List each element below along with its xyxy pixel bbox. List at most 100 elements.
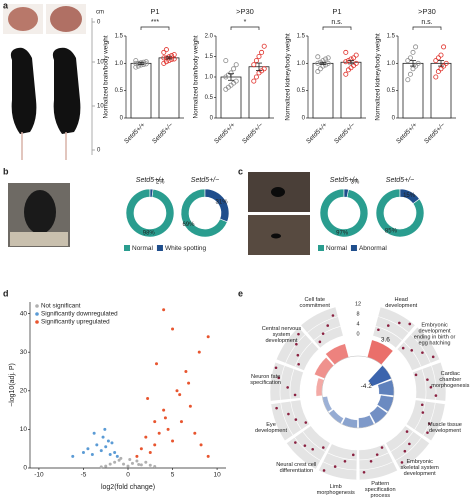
sector-background: [406, 400, 446, 441]
grid-arc: [269, 362, 276, 401]
data-point: [153, 464, 157, 468]
data-point: [113, 451, 117, 455]
gene-point: [322, 446, 325, 449]
data-point: [184, 369, 188, 373]
data-point: [126, 464, 130, 468]
y-tick-label: 30: [20, 349, 28, 356]
mouse: [10, 47, 37, 134]
grid-arc: [285, 334, 306, 364]
y-tick-label: 1.0: [115, 61, 124, 67]
category-label: Eye development: [255, 421, 288, 434]
significance-bracket: [322, 26, 352, 30]
legend-label: White spotting: [165, 245, 207, 252]
data-point: [148, 451, 152, 455]
zscore-bar: [367, 339, 394, 365]
gene-point: [380, 446, 384, 449]
data-point: [433, 58, 439, 64]
grid-arc: [417, 327, 440, 360]
data-point: [231, 66, 237, 72]
data-point: [178, 393, 182, 397]
data-point: [323, 56, 329, 62]
panel-label: a: [3, 0, 9, 10]
donut-segment: [399, 188, 420, 205]
legend-marker: [35, 320, 39, 324]
gene-point: [311, 447, 315, 451]
donut-segment: [319, 188, 369, 238]
grid-arc: [375, 326, 403, 341]
grid-arc: [320, 335, 344, 349]
y-axis-label: Normalized kidney/body weight: [285, 33, 292, 120]
zscore-bar: [315, 377, 325, 397]
gene-point: [434, 394, 438, 397]
category-label: Embryonic skeletal system development: [400, 458, 439, 477]
panel-label: e: [238, 288, 243, 298]
data-point: [90, 452, 94, 456]
grid-arc: [310, 425, 331, 444]
gene-point: [275, 406, 278, 410]
legend-label: Normal: [132, 245, 154, 252]
significance-label: n.s.: [421, 19, 432, 26]
data-point: [161, 60, 167, 66]
sector-background: [412, 362, 447, 401]
data-point: [81, 451, 85, 455]
sector-background: [385, 425, 430, 470]
data-point: [166, 427, 170, 431]
category-label: Muscle tissue development: [428, 421, 462, 434]
gene-point: [377, 328, 380, 332]
gene-point: [375, 453, 379, 456]
data-point: [261, 43, 267, 49]
data-point: [162, 408, 166, 412]
y-tick-label: 1.0: [205, 75, 214, 81]
grid-arc: [270, 404, 285, 441]
gene-point: [429, 385, 433, 389]
grid-arc: [294, 341, 313, 367]
y-axis-label: −log10(adj. P): [9, 363, 16, 407]
x-tick-label: 10: [213, 472, 221, 479]
data-point: [206, 335, 210, 339]
data-point: [251, 62, 257, 68]
grid-arc: [410, 334, 431, 364]
category-label: Cardiac chamber morphogenesis: [431, 370, 470, 389]
grid-arc: [289, 369, 295, 399]
data-point: [71, 454, 75, 458]
data-point: [108, 462, 112, 466]
donut-segment: [125, 188, 175, 238]
y-tick-label: 0: [120, 116, 124, 122]
eye: [271, 233, 281, 239]
x-tick-label: 5: [171, 472, 175, 479]
x-tick-label: -10: [34, 472, 44, 479]
gene-point: [331, 314, 335, 317]
y-axis-label: Normalized brain/body weight: [103, 35, 110, 118]
donut-title: Setd5+/−: [386, 177, 414, 184]
data-point: [119, 456, 123, 460]
data-point: [128, 458, 132, 462]
grid-arc: [414, 401, 426, 430]
data-point: [410, 49, 416, 55]
data-point: [163, 47, 169, 53]
data-point: [193, 431, 197, 435]
donut-value-label: 31%: [216, 199, 229, 205]
data-point: [135, 60, 141, 66]
data-point: [343, 59, 349, 65]
bar: [130, 62, 152, 119]
zscore-bar: [314, 357, 334, 379]
donut-title: Setd5+/+: [136, 177, 164, 184]
grid-arc: [431, 365, 437, 400]
gene-point: [287, 412, 290, 416]
ruler-unit: cm: [96, 10, 104, 16]
gene-point: [295, 342, 298, 346]
y-tick-label: 0: [392, 116, 396, 122]
y-axis-label: Normalized brain/body weight: [193, 35, 200, 118]
data-point: [433, 74, 439, 80]
sector-background: [270, 400, 310, 441]
r-tick-label: 0: [356, 331, 359, 337]
panel-label: d: [3, 288, 9, 298]
data-point: [323, 62, 329, 68]
data-point: [405, 58, 411, 64]
data-point: [103, 427, 107, 431]
data-point: [104, 464, 108, 468]
x-tick-label: Setd5+/+: [213, 122, 237, 146]
data-point: [99, 465, 103, 469]
sector-background: [372, 306, 416, 348]
